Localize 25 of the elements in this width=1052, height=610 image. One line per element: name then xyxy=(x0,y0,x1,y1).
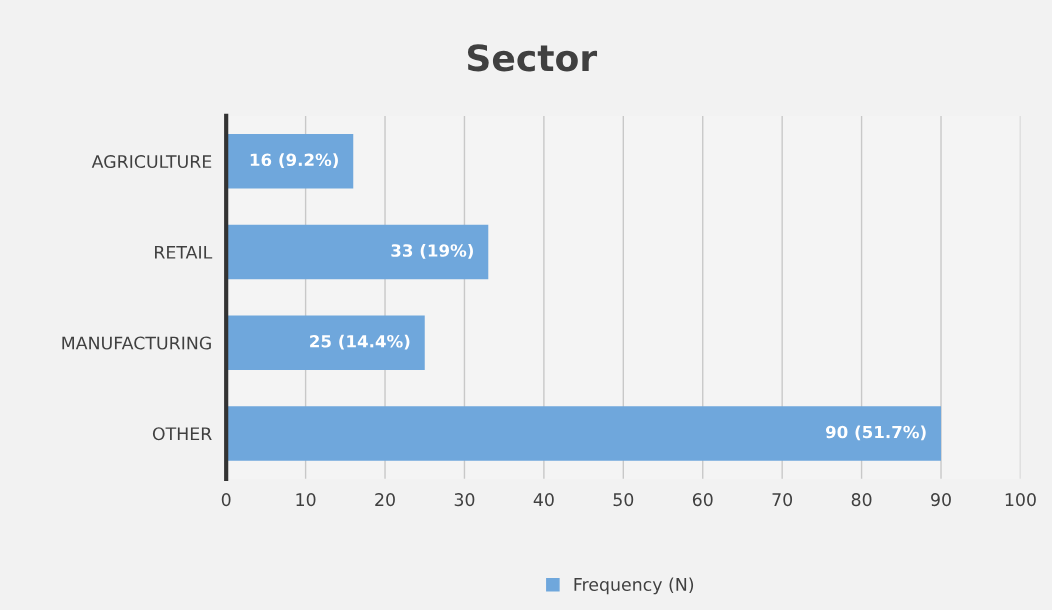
bar xyxy=(226,134,354,189)
y-tick-label: MANUFACTURING xyxy=(62,336,211,350)
bar xyxy=(226,224,489,280)
x-tick-label: 60 xyxy=(692,493,713,507)
x-tick-label: 40 xyxy=(533,493,554,507)
data-label: 25 (14.4%) xyxy=(310,334,410,350)
bar xyxy=(226,406,942,461)
y-tick-label: OTHER xyxy=(152,427,212,441)
x-tick-label: 0 xyxy=(221,493,231,507)
chart-title: Sector xyxy=(467,44,598,72)
x-tick-label: 100 xyxy=(1005,493,1036,507)
data-label: 16 (9.2%) xyxy=(250,153,338,169)
data-label: 33 (19%) xyxy=(391,243,473,259)
x-tick-label: 10 xyxy=(296,493,316,507)
x-tick-label: 80 xyxy=(851,493,872,507)
y-tick-label: AGRICULTURE xyxy=(91,154,212,169)
x-tick-label: 20 xyxy=(375,493,395,507)
data-label: 90 (51.7%) xyxy=(825,425,926,441)
y-tick-label: RETAIL xyxy=(155,245,213,259)
x-tick-label: 30 xyxy=(454,493,475,507)
x-tick-label: 90 xyxy=(931,493,951,507)
x-tick-label: 70 xyxy=(772,493,793,507)
x-tick-label: 50 xyxy=(613,493,634,507)
bar xyxy=(226,315,425,370)
legend-label: Frequency (N) xyxy=(574,577,694,595)
